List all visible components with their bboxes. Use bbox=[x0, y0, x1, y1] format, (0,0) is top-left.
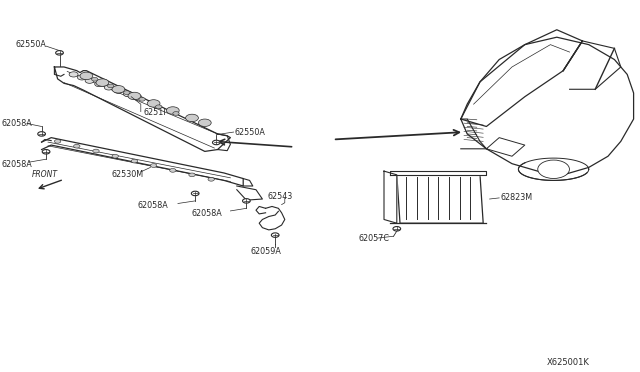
Polygon shape bbox=[42, 138, 243, 186]
Circle shape bbox=[54, 140, 61, 143]
Text: FRONT: FRONT bbox=[32, 170, 58, 179]
Circle shape bbox=[124, 92, 132, 97]
Circle shape bbox=[38, 132, 45, 136]
Text: 62550A: 62550A bbox=[16, 40, 47, 49]
Circle shape bbox=[69, 72, 78, 77]
Text: 62058A: 62058A bbox=[138, 201, 168, 210]
Polygon shape bbox=[397, 175, 483, 223]
Circle shape bbox=[93, 149, 99, 153]
Circle shape bbox=[150, 164, 157, 167]
Circle shape bbox=[77, 75, 86, 80]
Circle shape bbox=[95, 81, 104, 87]
Circle shape bbox=[104, 85, 113, 90]
Circle shape bbox=[124, 91, 130, 94]
Text: 62550A: 62550A bbox=[235, 128, 266, 137]
Circle shape bbox=[128, 92, 141, 100]
Text: 62059A: 62059A bbox=[250, 247, 281, 256]
Circle shape bbox=[186, 114, 198, 122]
Text: 62058A: 62058A bbox=[192, 209, 223, 218]
Circle shape bbox=[208, 177, 214, 181]
Circle shape bbox=[198, 119, 211, 126]
Circle shape bbox=[538, 160, 570, 179]
Circle shape bbox=[56, 51, 63, 55]
Circle shape bbox=[156, 105, 162, 109]
Circle shape bbox=[131, 159, 138, 163]
Circle shape bbox=[170, 169, 176, 172]
Circle shape bbox=[133, 95, 142, 100]
Circle shape bbox=[243, 199, 250, 203]
Text: 62530M: 62530M bbox=[112, 170, 144, 179]
Circle shape bbox=[112, 154, 118, 158]
Polygon shape bbox=[54, 67, 230, 151]
Circle shape bbox=[42, 150, 50, 154]
Polygon shape bbox=[384, 171, 397, 223]
Text: 62058A: 62058A bbox=[1, 119, 32, 128]
Circle shape bbox=[108, 84, 114, 88]
Circle shape bbox=[92, 77, 98, 81]
Text: 6251I: 6251I bbox=[143, 108, 166, 117]
Circle shape bbox=[166, 107, 179, 114]
Circle shape bbox=[191, 191, 199, 196]
Circle shape bbox=[80, 72, 93, 80]
Polygon shape bbox=[461, 30, 582, 126]
Text: 62058A: 62058A bbox=[1, 160, 32, 169]
Circle shape bbox=[147, 100, 160, 107]
Polygon shape bbox=[237, 186, 262, 200]
Circle shape bbox=[112, 86, 125, 93]
Circle shape bbox=[114, 88, 123, 93]
Circle shape bbox=[139, 97, 145, 101]
Circle shape bbox=[212, 140, 220, 145]
Polygon shape bbox=[390, 171, 486, 175]
Text: X625001K: X625001K bbox=[547, 358, 590, 367]
Text: 62057C: 62057C bbox=[358, 234, 389, 243]
Circle shape bbox=[85, 78, 94, 83]
Circle shape bbox=[189, 173, 195, 177]
Circle shape bbox=[173, 112, 179, 115]
Text: 62543: 62543 bbox=[268, 192, 292, 201]
Circle shape bbox=[96, 79, 109, 86]
Circle shape bbox=[74, 144, 80, 148]
Circle shape bbox=[271, 233, 279, 237]
Circle shape bbox=[393, 227, 401, 231]
Text: 62823M: 62823M bbox=[500, 193, 532, 202]
